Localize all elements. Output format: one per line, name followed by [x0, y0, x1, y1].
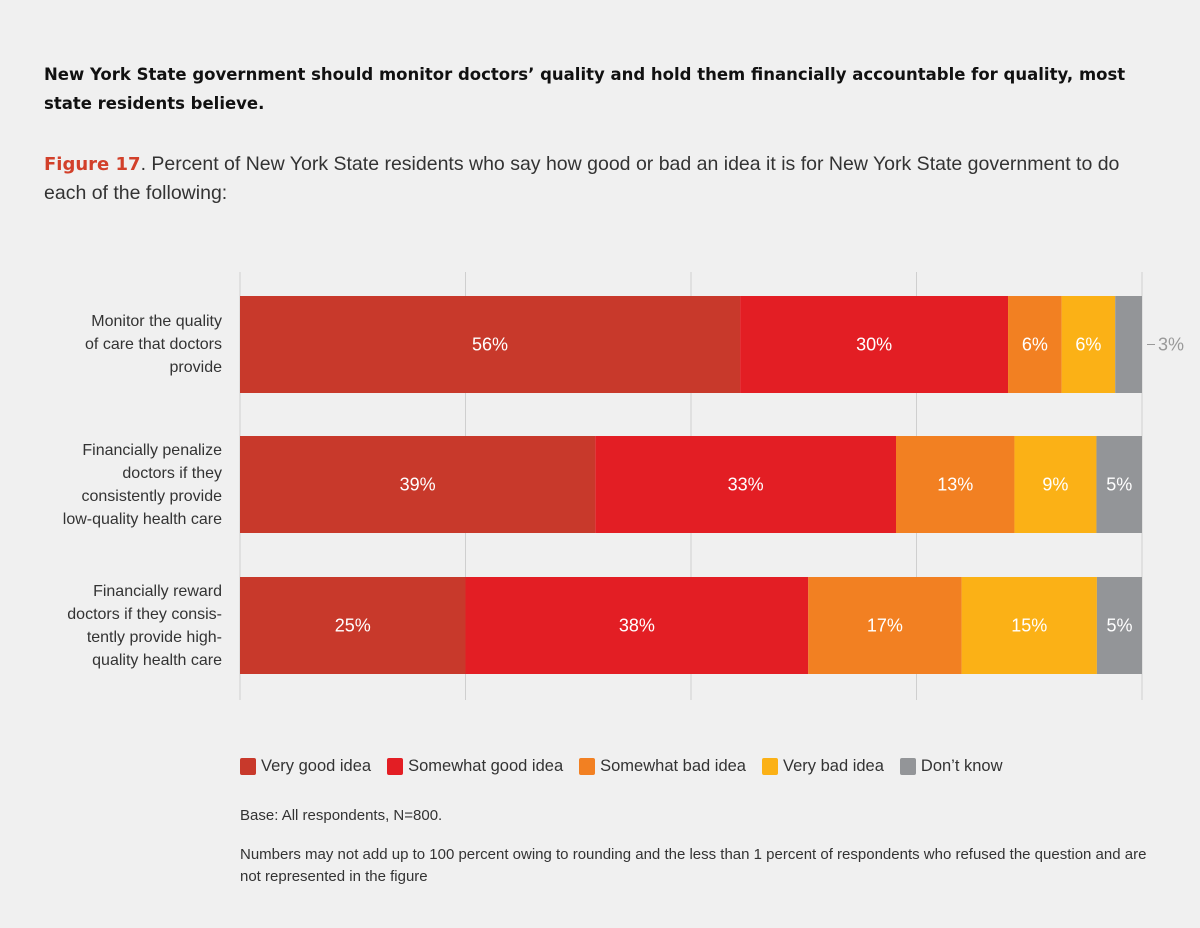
data-label: 6% — [1075, 335, 1101, 355]
category-label: Monitor the quality of care that doctors p… — [12, 310, 222, 379]
category-label-line: provide — [169, 359, 222, 376]
bar-segment — [961, 577, 1097, 674]
legend: Very good idea Somewhat good idea Somewhat… — [240, 757, 1003, 776]
legend-item: Very bad idea — [761, 757, 884, 776]
legend-item: Somewhat bad idea — [579, 757, 746, 776]
category-label: Financially penalize doctors if they consi… — [12, 439, 222, 531]
data-label: 3% — [1158, 335, 1184, 355]
figure-caption: Figure 17. Percent of New York State res… — [44, 150, 1164, 208]
category-label: Financially reward doctors if they consis… — [12, 580, 222, 672]
bar-segment — [595, 436, 896, 533]
bar-segment — [240, 296, 741, 393]
bar-segment — [1014, 436, 1097, 533]
stacked-bar-chart: 56% 30% 6% 6% 3% 39% 33% 13% 9% 5% 25% 38% 17% 15% 5% — [239, 272, 1184, 700]
category-label-line: consistently provide — [81, 487, 222, 505]
headline: New York State government should monitor… — [44, 65, 1126, 113]
category-label-line: Financially penalize — [82, 441, 222, 459]
category-label-line: low-quality health care — [62, 510, 222, 528]
data-label: 17% — [867, 616, 903, 636]
data-label: 15% — [1011, 616, 1047, 636]
bar-segment — [240, 436, 596, 533]
base-note: Base: All respondents, N=800. — [240, 807, 443, 824]
category-label-line: quality health care — [92, 651, 222, 669]
rounding-note: Numbers may not add up to 100 percent ow… — [240, 846, 1147, 885]
figure-label: Figure 17 — [44, 154, 141, 175]
bar-segment — [1061, 296, 1116, 393]
legend-swatch — [761, 758, 778, 775]
legend-label: Don’t know — [920, 757, 1003, 775]
data-label: 9% — [1042, 475, 1068, 495]
legend-label: Somewhat good idea — [408, 757, 564, 775]
data-label: 56% — [472, 335, 508, 355]
bar-segment — [240, 577, 466, 674]
legend-label: Very good idea — [261, 757, 372, 775]
category-label-line: Monitor the quality — [91, 313, 222, 330]
category-label-line: doctors if they — [122, 464, 222, 482]
data-label: 30% — [856, 335, 892, 355]
data-label: 6% — [1022, 335, 1048, 355]
legend-swatch — [899, 758, 916, 775]
data-label: 25% — [335, 616, 371, 636]
bar-segment — [1115, 296, 1142, 393]
bar-segment — [1008, 296, 1062, 393]
data-label: 39% — [400, 475, 436, 495]
legend-swatch — [240, 758, 256, 775]
bar-segment — [896, 436, 1015, 533]
legend-item: Very good idea — [240, 757, 371, 776]
data-label: 13% — [937, 475, 973, 495]
legend-label: Somewhat bad idea — [600, 757, 746, 775]
data-label: 5% — [1106, 475, 1132, 495]
bar-segment — [808, 577, 962, 674]
bar-segment — [1096, 577, 1142, 674]
legend-swatch — [579, 758, 596, 775]
legend-item: Don’t know — [899, 757, 1003, 776]
data-label: 5% — [1106, 616, 1132, 636]
legend-item: Somewhat good idea — [387, 757, 563, 776]
category-label-line: of care that doctors — [85, 336, 222, 353]
caption-text: . Percent of New York State residents wh… — [44, 153, 1120, 204]
bar-segment — [1096, 436, 1142, 533]
category-label-line: tently provide high- — [86, 628, 222, 646]
category-label-line: doctors if they consis- — [67, 605, 222, 623]
data-label: 38% — [619, 616, 655, 636]
category-label-line: Financially reward — [93, 582, 222, 600]
legend-label: Very bad idea — [782, 757, 884, 775]
data-label: 33% — [728, 475, 764, 495]
legend-swatch — [387, 758, 404, 775]
bar-segment — [465, 577, 809, 674]
bar-segment — [740, 296, 1009, 393]
